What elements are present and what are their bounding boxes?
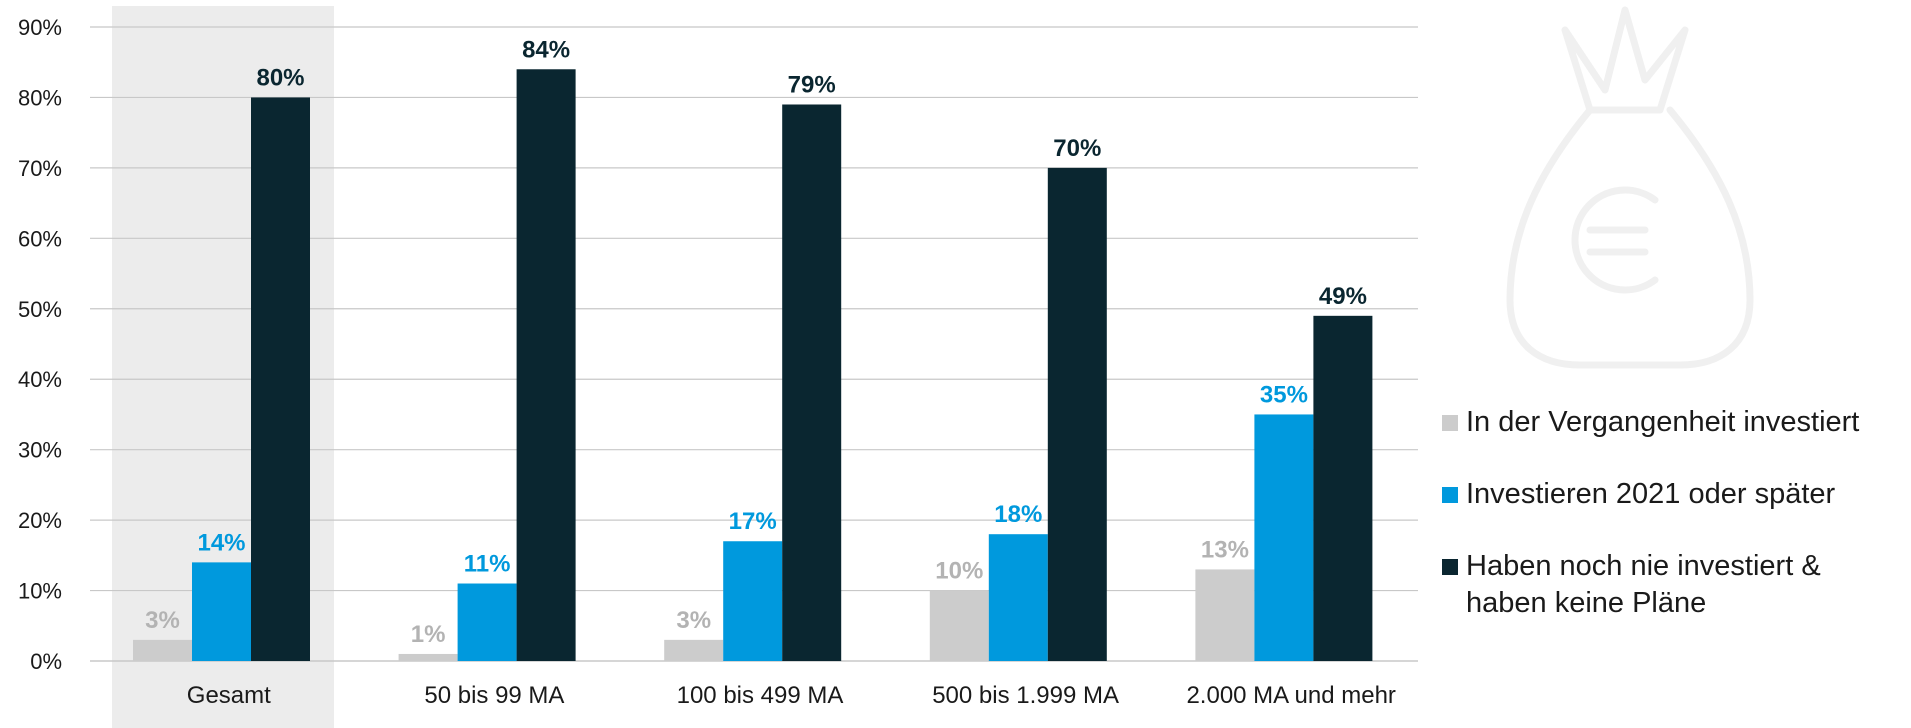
bar xyxy=(723,541,783,661)
y-tick-label: 30% xyxy=(18,438,62,463)
y-tick-label: 40% xyxy=(18,367,62,392)
bar xyxy=(398,653,458,661)
data-label: 3% xyxy=(676,607,711,634)
data-label: 80% xyxy=(256,64,304,91)
legend-item-past: In der Vergangenheit investiert xyxy=(1442,404,1911,441)
data-label: 18% xyxy=(994,501,1042,528)
bar xyxy=(251,97,310,661)
data-label: 3% xyxy=(145,607,180,634)
legend-item-never: Haben noch nie investiert & haben keine … xyxy=(1442,548,1911,622)
data-label: 17% xyxy=(729,508,777,535)
y-tick-label: 80% xyxy=(18,85,62,110)
category-label: 50 bis 99 MA xyxy=(424,682,564,709)
legend: In der Vergangenheit investiert Investie… xyxy=(1442,404,1911,657)
bar xyxy=(782,104,842,661)
legend-label-past: In der Vergangenheit investiert xyxy=(1466,406,1860,438)
data-label: 10% xyxy=(935,558,983,585)
data-label: 14% xyxy=(197,529,245,556)
category-label: 100 bis 499 MA xyxy=(677,682,844,709)
data-label: 11% xyxy=(464,551,511,578)
y-tick-label: 60% xyxy=(18,226,62,251)
bar xyxy=(929,590,989,661)
legend-swatch-never xyxy=(1442,559,1458,575)
data-label: 79% xyxy=(788,71,836,98)
data-label: 35% xyxy=(1260,381,1308,408)
legend-item-future: Investieren 2021 oder später xyxy=(1442,476,1911,513)
data-label: 70% xyxy=(1053,135,1101,162)
category-label: 2.000 MA und mehr xyxy=(1186,682,1395,709)
bar xyxy=(1047,167,1107,661)
bar xyxy=(988,534,1048,661)
bar xyxy=(1313,315,1373,661)
bar xyxy=(516,69,576,662)
legend-label-never: Haben noch nie investiert & haben keine … xyxy=(1466,550,1821,619)
category-label: Gesamt xyxy=(187,682,271,709)
y-tick-label: 0% xyxy=(30,649,62,674)
bar xyxy=(1254,414,1314,661)
bar xyxy=(133,639,192,661)
y-tick-label: 50% xyxy=(18,297,62,322)
money-bag-euro-icon xyxy=(1506,6,1754,369)
y-tick-label: 70% xyxy=(18,156,62,181)
y-tick-label: 10% xyxy=(18,579,62,604)
data-label: 84% xyxy=(522,36,570,63)
y-tick-label: 20% xyxy=(18,508,62,533)
bar xyxy=(192,562,251,661)
data-label: 49% xyxy=(1319,283,1367,310)
data-label: 13% xyxy=(1201,536,1249,563)
bar xyxy=(1195,569,1255,661)
y-tick-label: 90% xyxy=(18,15,62,40)
legend-swatch-past xyxy=(1442,415,1458,431)
legend-swatch-future xyxy=(1442,487,1458,503)
bar xyxy=(664,639,724,661)
data-label: 1% xyxy=(411,621,446,648)
bar xyxy=(457,583,517,661)
category-label: 500 bis 1.999 MA xyxy=(932,682,1119,709)
legend-label-future: Investieren 2021 oder später xyxy=(1466,478,1836,510)
